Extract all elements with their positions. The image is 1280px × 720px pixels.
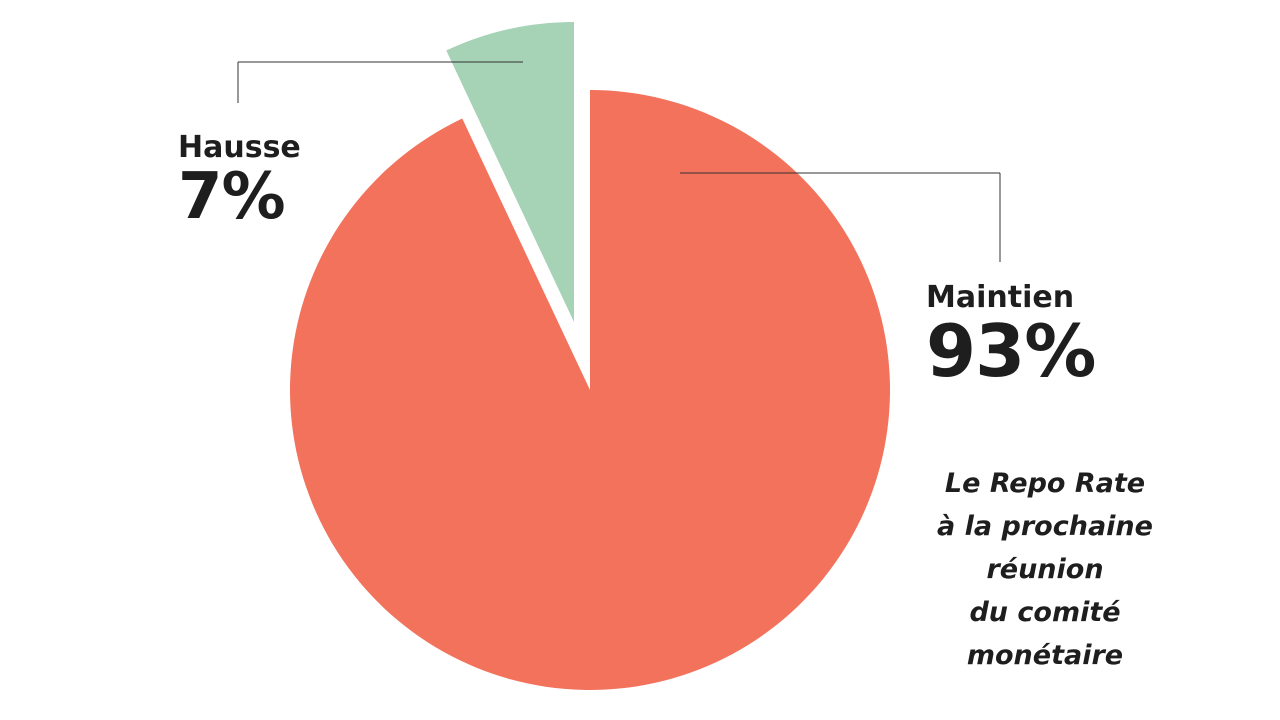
chart-annotation: Le Repo Rate à la prochaine réunion du c… [937,468,1153,671]
maintien-label: Maintien 93% [926,280,1096,393]
hausse-label-value: 7% [178,160,286,234]
hausse-label: Hausse 7% [178,130,301,229]
maintien-label-value: 93% [926,309,1096,393]
maintien-label-name: Maintien [926,280,1075,315]
pie-slice-maintien [289,90,890,690]
hausse-label-name: Hausse [178,130,301,165]
pie-slice-hausse [446,22,574,322]
